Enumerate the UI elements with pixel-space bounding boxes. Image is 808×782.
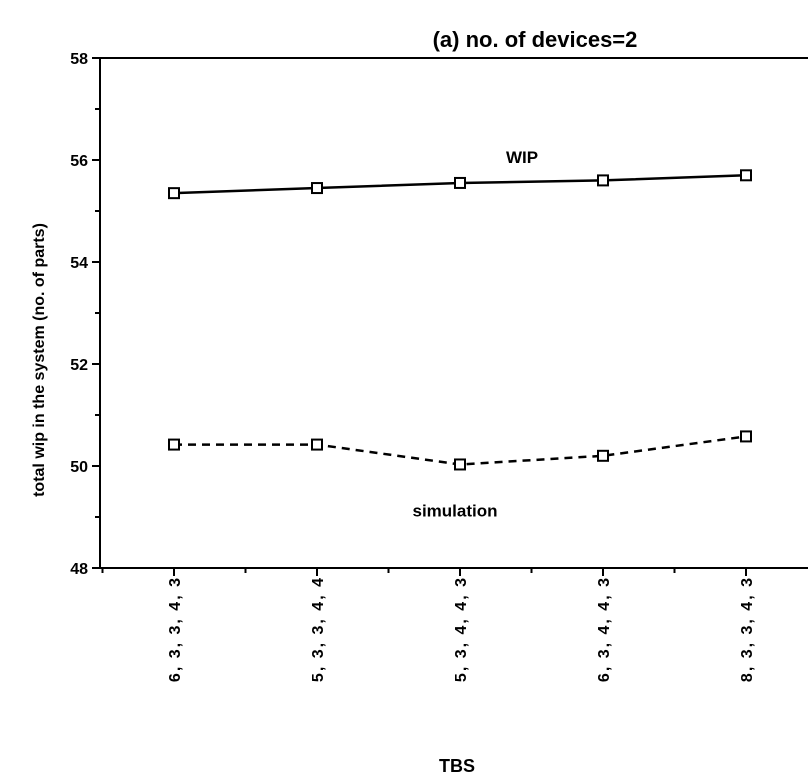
x-ticks: 6, 3, 3, 4, 3 5, 3, 3, 4, 4 5, 3, 4, 4, 3 6… <box>101 568 756 682</box>
y-tick-label: 58 <box>70 51 88 68</box>
y-tick-label: 52 <box>70 357 88 374</box>
y-tick-label: 50 <box>70 459 88 476</box>
series-simulation-marker <box>454 458 466 471</box>
plot-axes <box>99 57 808 569</box>
chart-title: (a) no. of devices=2 <box>433 27 638 52</box>
y-tick-label: 56 <box>70 153 88 170</box>
series-wip-marker <box>597 174 609 187</box>
y-ticks: 48 50 52 54 56 58 <box>70 51 100 578</box>
series-simulation-marker <box>740 430 752 443</box>
x-axis-label: TBS <box>439 756 475 776</box>
series-simulation-marker <box>168 438 180 451</box>
x-tick-label: 6, 3, 4, 4, 3 <box>596 576 613 682</box>
x-tick-label: 8, 3, 3, 4, 3 <box>739 576 756 682</box>
y-tick-label: 54 <box>70 255 88 272</box>
series-simulation-label: simulation <box>412 501 497 520</box>
series-wip-marker <box>311 182 323 195</box>
series-wip-marker <box>454 176 466 189</box>
series-wip-group: WIP <box>168 148 752 200</box>
series-wip-label: WIP <box>506 148 538 167</box>
x-tick-label: 5, 3, 3, 4, 4 <box>310 576 327 682</box>
y-axis-label: total wip in the system (no. of parts) <box>31 223 48 497</box>
series-simulation-marker <box>597 449 609 462</box>
x-tick-label: 6, 3, 3, 4, 3 <box>167 576 184 682</box>
y-tick-label: 48 <box>70 561 88 578</box>
series-wip-marker <box>168 187 180 200</box>
series-simulation-group: simulation <box>168 430 752 520</box>
series-layer: WIP simulation <box>168 148 752 520</box>
x-tick-label: 5, 3, 4, 4, 3 <box>453 576 470 682</box>
series-simulation-marker <box>311 438 323 451</box>
series-wip-marker <box>740 169 752 182</box>
